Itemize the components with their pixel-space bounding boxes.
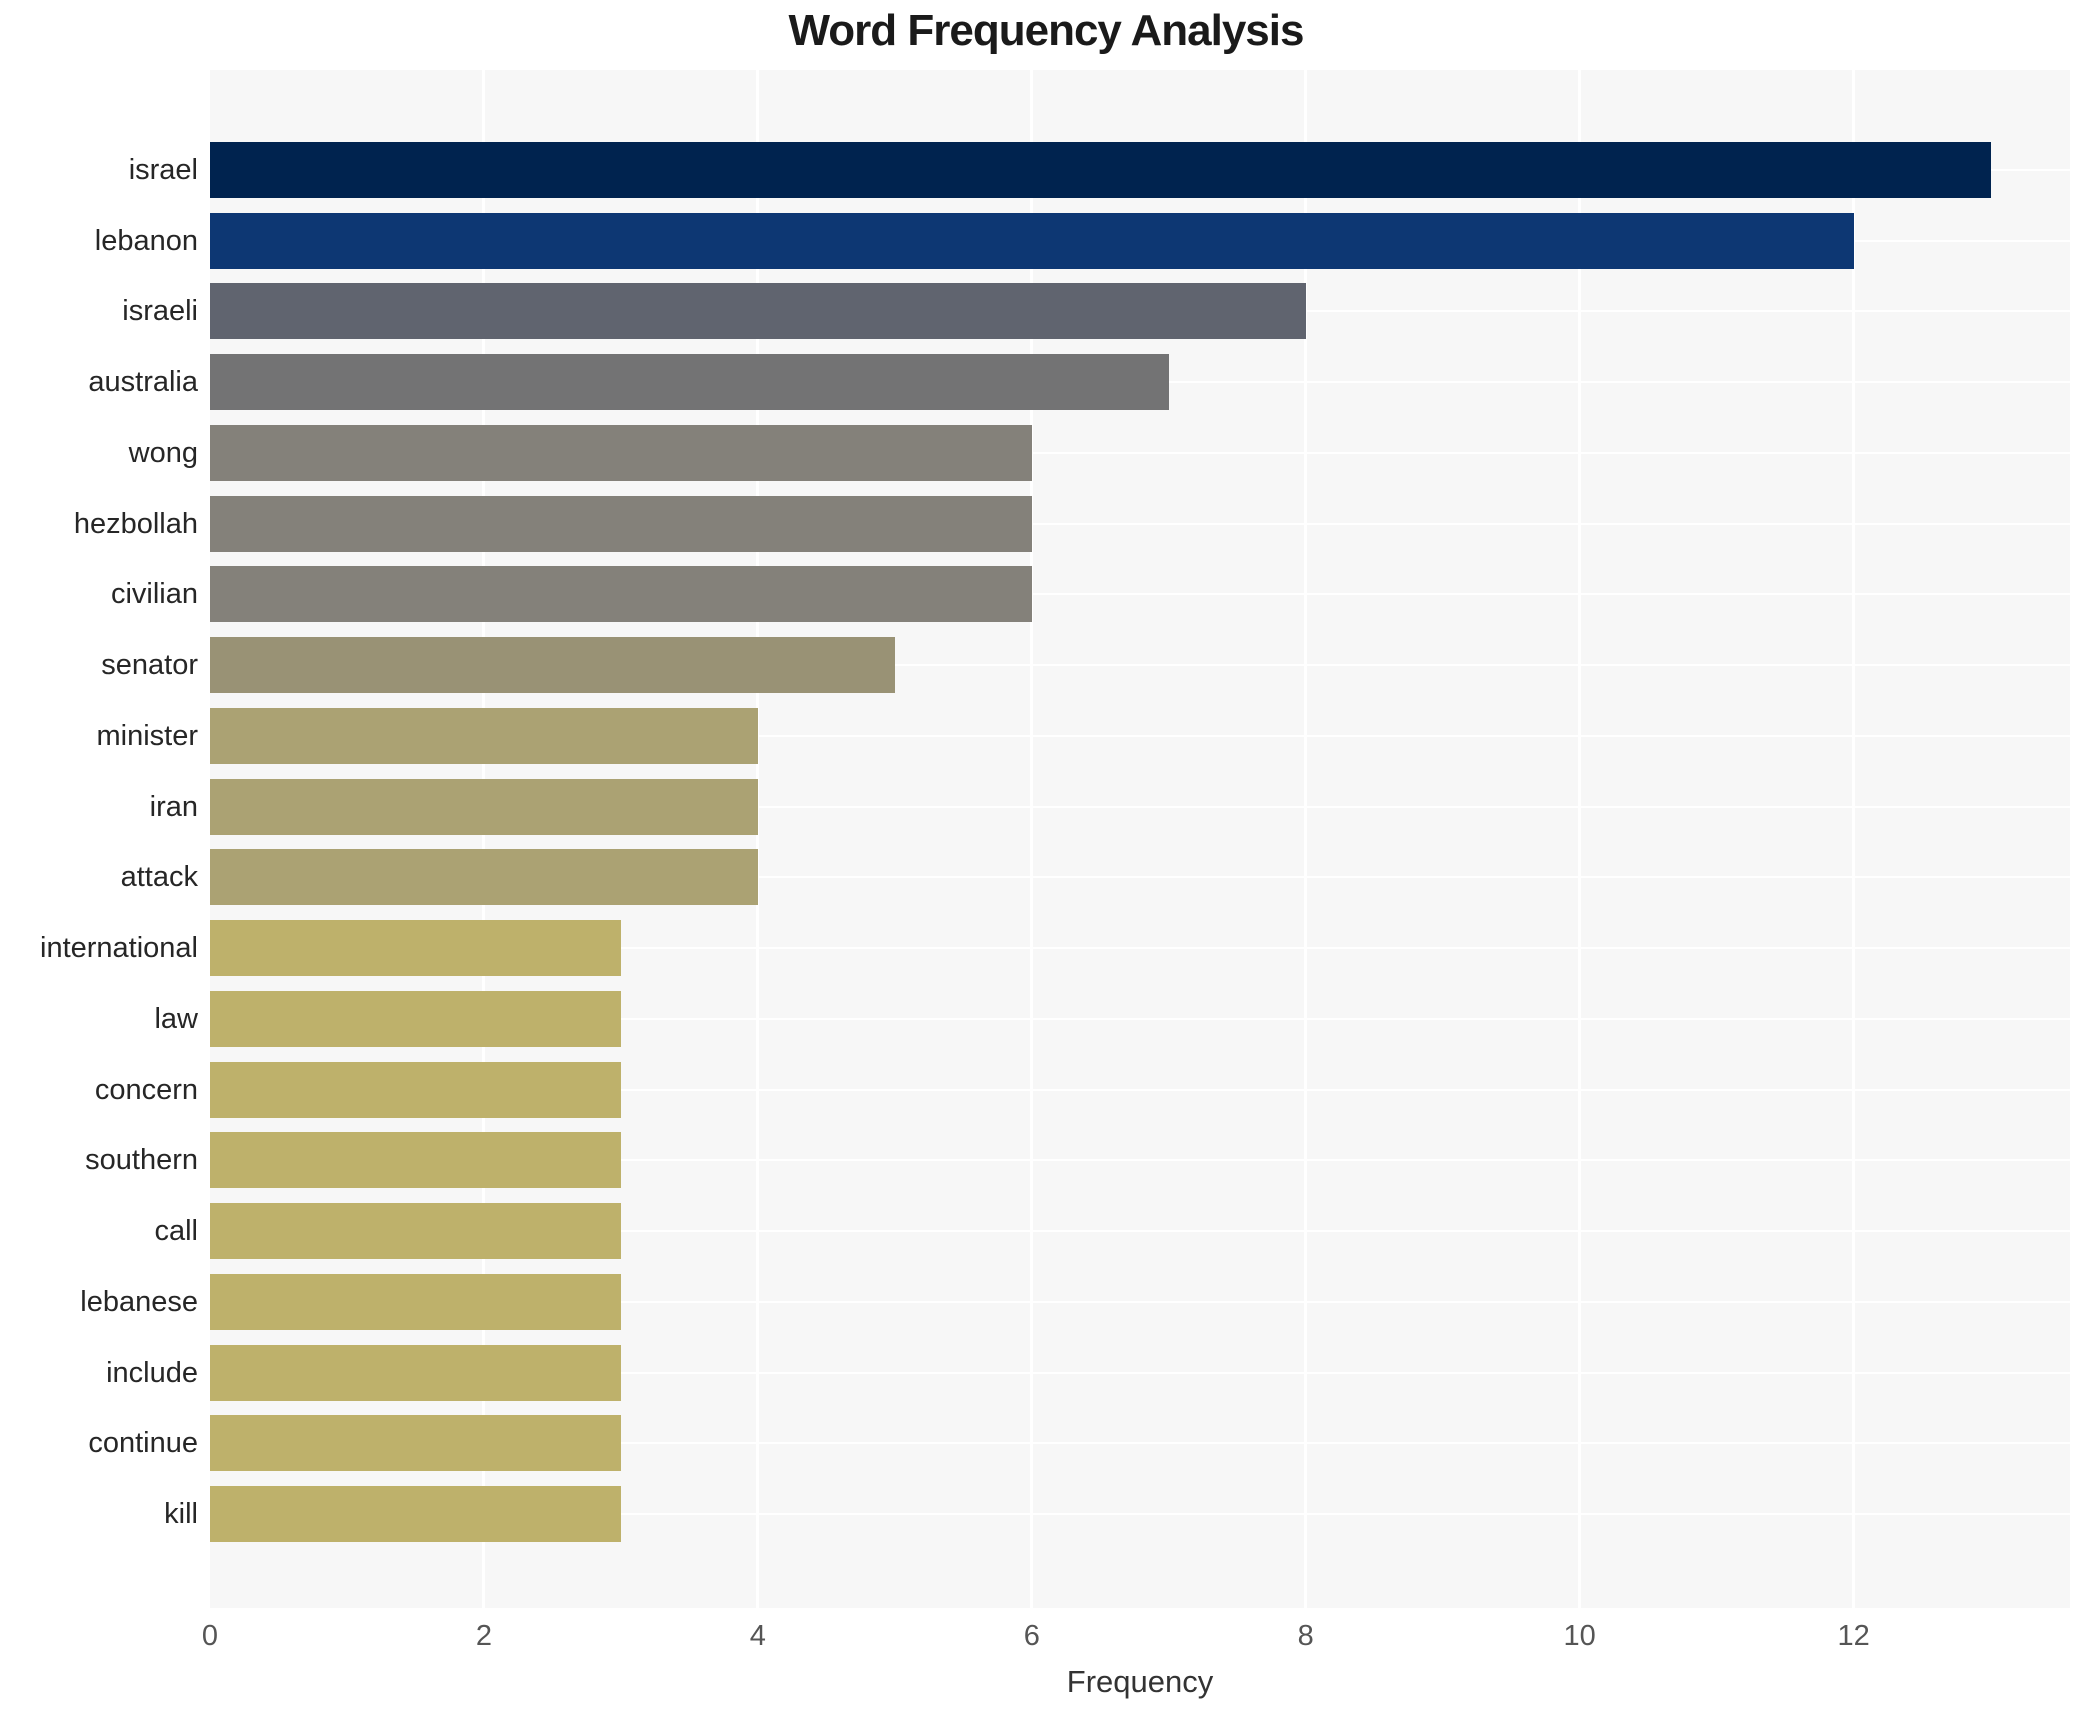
bar-label-lebanese: lebanese	[80, 1285, 198, 1318]
bar-civilian	[210, 566, 1032, 623]
gridline-horizontal-senator	[210, 664, 2070, 667]
bar-label-attack: attack	[120, 861, 198, 894]
gridline-horizontal-iran	[210, 805, 2070, 808]
bar-label-hezbollah: hezbollah	[73, 507, 198, 540]
gridline-horizontal-hezbollah	[210, 522, 2070, 525]
bar-concern	[210, 1061, 621, 1118]
gridline-vertical-8	[1304, 70, 1308, 1608]
bar-international	[210, 920, 621, 977]
bar-lebanese	[210, 1273, 621, 1330]
bar-label-concern: concern	[94, 1073, 198, 1106]
gridline-horizontal-call	[210, 1230, 2070, 1233]
x-tick-0: 0	[201, 1620, 219, 1652]
gridline-horizontal-international	[210, 947, 2070, 950]
gridline-horizontal-minister	[210, 734, 2070, 737]
bar-label-southern: southern	[85, 1144, 198, 1177]
bar-label-senator: senator	[101, 649, 198, 682]
gridline-horizontal-continue	[210, 1442, 2070, 1445]
bar-label-lebanon: lebanon	[94, 224, 198, 257]
bar-label-israeli: israeli	[122, 295, 198, 328]
bar-label-minister: minister	[96, 719, 198, 752]
x-tick-2: 2	[475, 1620, 492, 1652]
bar-label-australia: australia	[88, 366, 198, 399]
chart-title: Word Frequency Analysis	[788, 6, 1305, 55]
bar-label-wong: wong	[128, 436, 198, 469]
gridline-horizontal-wong	[210, 451, 2070, 454]
bar-kill	[210, 1486, 621, 1543]
x-tick-10: 10	[1563, 1620, 1596, 1652]
bar-include	[210, 1344, 621, 1401]
x-tick-4: 4	[749, 1620, 766, 1652]
bar-wong	[210, 424, 1032, 481]
bar-israeli	[210, 283, 1306, 340]
x-tick-8: 8	[1297, 1620, 1314, 1652]
bar-call	[210, 1203, 621, 1260]
gridline-horizontal-southern	[210, 1159, 2070, 1162]
gridline-vertical-2	[482, 70, 486, 1608]
gridline-vertical-12	[1852, 70, 1856, 1608]
x-tick-6: 6	[1023, 1620, 1040, 1652]
gridline-horizontal-law	[210, 1017, 2070, 1020]
bar-israel	[210, 142, 1991, 198]
bar-label-kill: kill	[164, 1498, 198, 1531]
bar-label-continue: continue	[88, 1427, 198, 1460]
gridline-vertical-4	[756, 70, 760, 1608]
bar-label-include: include	[106, 1356, 198, 1389]
x-tick-12: 12	[1837, 1620, 1870, 1652]
bar-law	[210, 990, 621, 1047]
bar-label-civilian: civilian	[110, 578, 198, 611]
gridline-horizontal-attack	[210, 876, 2070, 879]
bar-southern	[210, 1132, 621, 1189]
bar-australia	[210, 354, 1169, 411]
gridline-horizontal-include	[210, 1371, 2070, 1374]
gridline-horizontal-concern	[210, 1088, 2070, 1091]
x-axis-title: Frequency	[1066, 1664, 1214, 1699]
bar-senator	[210, 637, 895, 694]
plot-area	[210, 70, 2070, 1608]
gridline-vertical-10	[1578, 70, 1582, 1608]
bar-iran	[210, 778, 758, 835]
gridline-horizontal-civilian	[210, 593, 2070, 596]
bar-label-call: call	[154, 1215, 198, 1248]
bar-label-iran: iran	[149, 790, 198, 823]
gridline-horizontal-kill	[210, 1513, 2070, 1516]
bar-attack	[210, 849, 758, 906]
bar-continue	[210, 1415, 621, 1472]
bar-lebanon	[210, 212, 1854, 269]
bar-hezbollah	[210, 495, 1032, 552]
bar-label-international: international	[40, 932, 198, 965]
bar-label-israel: israel	[128, 154, 198, 186]
bar-minister	[210, 707, 758, 764]
bar-label-law: law	[154, 1002, 198, 1035]
gridline-vertical-6	[1030, 70, 1034, 1608]
gridline-horizontal-lebanese	[210, 1300, 2070, 1303]
